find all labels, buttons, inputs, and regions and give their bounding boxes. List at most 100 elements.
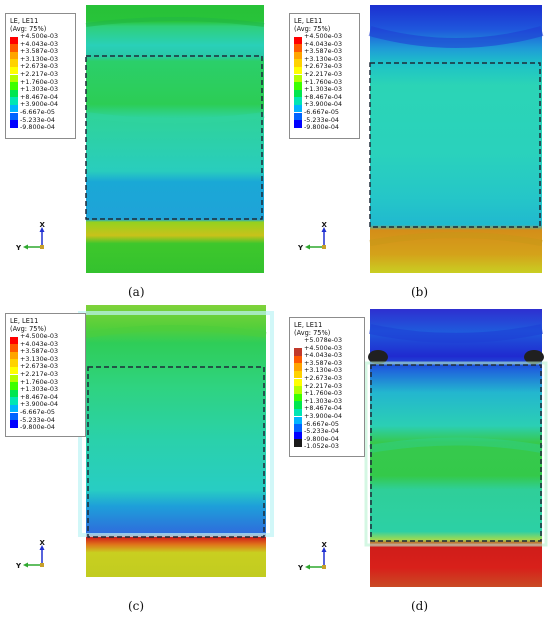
- legend-swatch: [294, 36, 302, 45]
- legend-label: -1.052e-03: [304, 442, 339, 451]
- legend-label: +2.673e-03: [20, 362, 59, 371]
- legend-label: +1.303e-03: [304, 85, 343, 94]
- legend-swatch: [10, 120, 18, 128]
- contour-plot-c: [78, 305, 274, 577]
- legend-label: +8.467e-04: [20, 392, 59, 401]
- legend-label: +1.760e-03: [20, 77, 59, 86]
- legend-label: +3.587e-03: [20, 347, 59, 356]
- legend-label: +3.900e-04: [20, 400, 59, 409]
- legend-label: -9.800e-04: [20, 423, 55, 432]
- legend-label: +8.467e-04: [20, 92, 59, 101]
- legend-subtitle-c: (Avg: 75%): [10, 325, 47, 333]
- legend-subtitle-d: (Avg: 75%): [294, 329, 331, 337]
- caption-d: (d): [411, 599, 429, 613]
- legend-swatch: [294, 424, 302, 432]
- axis-label-y-a: Y: [15, 244, 22, 252]
- legend-swatch: [294, 348, 302, 356]
- legend-label: +1.760e-03: [20, 377, 59, 386]
- legend-label: +3.130e-03: [20, 54, 59, 63]
- legend-swatch: [294, 393, 302, 402]
- specimen-body-a: [86, 5, 264, 273]
- legend-label: +3.130e-03: [304, 366, 343, 375]
- legend-swatch: [10, 366, 18, 375]
- legend-label: -5.233e-04: [20, 415, 55, 424]
- legend-label: +3.900e-04: [304, 412, 343, 420]
- axis-triad-d: X Y: [297, 542, 328, 572]
- legend-label: +5.078e-03: [304, 336, 343, 344]
- legend-label: +3.900e-04: [304, 100, 343, 109]
- legend-swatch: [294, 370, 302, 379]
- legend-swatch: [294, 355, 302, 364]
- legend-swatch: [10, 389, 18, 398]
- legend-subtitle-b: (Avg: 75%): [294, 25, 331, 33]
- legend-swatch: [10, 89, 18, 98]
- legend-label: +2.673e-03: [304, 374, 343, 382]
- legend-label: +1.760e-03: [304, 77, 343, 86]
- legend-swatch: [10, 374, 18, 383]
- axis-label-y-d: Y: [297, 564, 304, 572]
- legend-swatch: [10, 359, 18, 367]
- legend-swatch: [10, 336, 18, 345]
- legend-title-d: LE, LE11: [294, 321, 323, 329]
- legend-label: +8.467e-04: [304, 404, 343, 413]
- axis-label-x-d: X: [322, 542, 328, 549]
- axis-triad-b: X Y: [297, 222, 328, 252]
- legend-label: +4.043e-03: [20, 39, 59, 48]
- caption-a: (a): [128, 285, 145, 299]
- dashed-region-b: [369, 62, 541, 228]
- legend-label: +8.467e-04: [304, 92, 343, 101]
- legend-swatch: [10, 66, 18, 75]
- legend-swatch: [10, 351, 18, 360]
- legend-label: -5.233e-04: [20, 115, 55, 124]
- legend-label: -9.800e-04: [304, 123, 339, 132]
- legend-label: +4.043e-03: [20, 339, 59, 348]
- axis-label-x-b: X: [322, 222, 328, 229]
- legend-swatch: [10, 36, 18, 45]
- legend-label: -9.800e-04: [304, 434, 339, 443]
- legend-label: +2.673e-03: [20, 62, 59, 71]
- legend-label: +3.130e-03: [20, 354, 59, 363]
- legend-swatch: [10, 344, 18, 352]
- legend-label: +1.303e-03: [20, 385, 59, 394]
- dark-corner-left: [368, 350, 388, 364]
- legend-label: +3.587e-03: [304, 47, 343, 56]
- legend-swatch: [294, 340, 302, 349]
- legend-swatch: [294, 66, 302, 75]
- legend-title-b: LE, LE11: [294, 17, 323, 25]
- legend-swatch: [10, 82, 18, 90]
- legend-label: +3.587e-03: [304, 358, 343, 367]
- legend-swatch: [10, 412, 18, 421]
- contour-plot-d: [364, 309, 548, 587]
- legend-label: +1.303e-03: [304, 396, 343, 405]
- dashed-region-d: [370, 364, 542, 542]
- legend-swatch: [10, 104, 18, 113]
- legend-swatch: [294, 82, 302, 90]
- legend-swatch: [294, 378, 302, 387]
- legend-label: +4.043e-03: [304, 39, 343, 48]
- legend-label: -6.667e-05: [20, 108, 55, 116]
- legend-label: -5.233e-04: [304, 115, 339, 124]
- legend-label: +2.673e-03: [304, 62, 343, 71]
- legend-label: -6.667e-05: [304, 108, 339, 116]
- legend-swatch: [294, 97, 302, 105]
- legend-label: +2.217e-03: [304, 70, 343, 78]
- dark-corner-right: [524, 350, 544, 364]
- legend-label: -9.800e-04: [20, 123, 55, 132]
- legend-swatch: [294, 51, 302, 60]
- legend-label: +1.303e-03: [20, 85, 59, 94]
- legend-label: +4.500e-03: [20, 32, 59, 40]
- legend-swatch: [294, 44, 302, 52]
- legend-swatch: [10, 404, 18, 413]
- legend-swatch: [10, 97, 18, 105]
- legend-label: +1.760e-03: [304, 389, 343, 398]
- legend-swatch: [294, 401, 302, 409]
- legend-label: +3.900e-04: [20, 100, 59, 109]
- legend-label: +2.217e-03: [304, 381, 343, 390]
- legend-swatch: [294, 386, 302, 394]
- legend-swatch: [10, 51, 18, 60]
- legend-swatch: [294, 416, 302, 425]
- legend-c: LE, LE11 (Avg: 75%) +4.500e-03 +4.043e-0…: [5, 313, 86, 437]
- legend-swatch: [294, 74, 302, 83]
- legend-label: -6.667e-05: [304, 419, 339, 428]
- contour-plot-a: [85, 5, 265, 273]
